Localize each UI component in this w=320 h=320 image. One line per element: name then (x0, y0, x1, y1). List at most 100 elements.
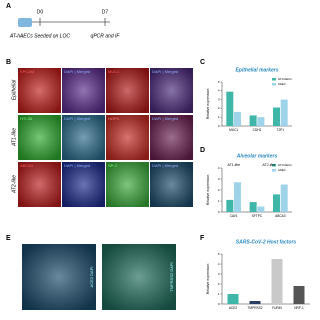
micrograph-shade (62, 162, 105, 207)
bar (226, 199, 234, 212)
y-tick-label: 2 (218, 282, 220, 286)
y-tick-label: 5 (218, 80, 220, 84)
bar (272, 107, 280, 126)
bar (249, 115, 257, 126)
stain-label: DAPI | Merged (152, 69, 178, 74)
x-tick-label: SFTPC (252, 214, 263, 218)
x-tick-label: ABCA3 (275, 214, 286, 218)
panel-letter: D (200, 147, 205, 154)
legend-label: AT-hAECs (278, 77, 292, 81)
micrograph-shade (102, 244, 176, 310)
bar (272, 194, 280, 212)
group-label: AT1-like (226, 163, 240, 167)
seed-text: AT-hAECs Seeded on LOC (9, 33, 70, 39)
readout-text: qPCR and IF (91, 33, 121, 39)
micrograph-shade (62, 68, 105, 113)
micrograph-shade (18, 68, 61, 113)
bar (257, 117, 265, 126)
row-label: AT1-like (11, 128, 17, 147)
micrograph-shade (106, 68, 149, 113)
bar (227, 294, 239, 304)
panel-letter: F (200, 235, 205, 242)
bar (280, 184, 288, 212)
row-label: AT2-like (11, 175, 17, 194)
x-tick-label: TMPRSS2 (247, 306, 262, 310)
bar (234, 182, 242, 212)
stain-label: MUC1 (108, 69, 120, 74)
legend-swatch (272, 78, 276, 81)
y-tick-label: 0 (218, 124, 220, 128)
bar (271, 259, 283, 304)
stain-label: HOPX (108, 116, 120, 121)
legend-swatch (272, 83, 276, 86)
chart-title: Alveolar markers (236, 153, 278, 159)
y-axis-label: Relative expression (206, 175, 210, 206)
panel-letter: B (6, 59, 11, 66)
y-tick-label: 3 (218, 97, 220, 101)
y-tick-label: 3 (218, 272, 220, 276)
bar (293, 286, 305, 304)
y-tick-label: 3 (218, 177, 220, 181)
stain-label: DAPI | Merged (64, 163, 90, 168)
bar (226, 91, 234, 126)
micrograph-shade (22, 244, 96, 310)
y-axis-label: Relative expression (206, 89, 210, 120)
y-tick-label: 0 (218, 302, 220, 306)
bar (249, 301, 261, 304)
stain-label: ABCA3 (20, 163, 34, 168)
y-axis-label: Relative expression (206, 264, 210, 295)
legend-label: hAEC (278, 168, 287, 172)
panel-letter: A (6, 3, 11, 10)
x-tick-label: NRP-1 (294, 306, 304, 310)
micrograph-shade (150, 115, 193, 160)
group-label: AT2-like (261, 163, 275, 167)
legend-label: hAEC (278, 82, 287, 86)
bar (249, 202, 257, 212)
y-tick-label: 2 (218, 188, 220, 192)
x-tick-label: MUC1 (229, 128, 238, 132)
stain-label: TMPRSS2 DAPI (169, 262, 174, 291)
panel-letter: E (6, 235, 11, 242)
legend-swatch (272, 169, 276, 172)
x-tick-label: CDH1 (253, 128, 262, 132)
y-tick-label: 4 (218, 89, 220, 93)
micrograph-shade (18, 162, 61, 207)
stain-label: SP-C (108, 163, 118, 168)
stain-label: DAPI | Merged (152, 116, 178, 121)
y-tick-label: 0 (218, 210, 220, 214)
micrograph-shade (62, 115, 105, 160)
chart-title: SARS-CoV-2 Host factors (236, 239, 297, 245)
stain-label: ACE2 DAPI (89, 267, 94, 288)
stain-label: EPCAM (20, 69, 34, 74)
row-label: Epithelial (11, 79, 17, 100)
chart-title: Epithelial markers (235, 67, 278, 73)
y-tick-label: 2 (218, 106, 220, 110)
stain-label: HTI-56 (20, 116, 33, 121)
micrograph-shade (150, 162, 193, 207)
micrograph-shade (106, 115, 149, 160)
day-label: D0 (37, 9, 44, 15)
stain-label: DAPI | Merged (64, 69, 90, 74)
bar (234, 111, 242, 126)
x-tick-label: CAV1 (230, 214, 238, 218)
bar (257, 206, 265, 212)
y-tick-label: 1 (218, 292, 220, 296)
y-tick-label: 4 (218, 262, 220, 266)
legend-swatch (272, 164, 276, 167)
legend-label: AT-hAECs (278, 163, 292, 167)
y-tick-label: 4 (218, 166, 220, 170)
micrograph-shade (106, 162, 149, 207)
stain-label: DAPI | Merged (152, 163, 178, 168)
y-tick-label: 1 (218, 199, 220, 203)
x-tick-label: ACE2 (229, 306, 238, 310)
x-tick-label: TJP1 (277, 128, 285, 132)
bar (280, 99, 288, 126)
panel-letter: C (200, 59, 205, 66)
x-tick-label: FURIN (272, 306, 282, 310)
stain-label: DAPI | Merged (64, 116, 90, 121)
micrograph-shade (18, 115, 61, 160)
day-label: D7 (102, 9, 109, 15)
y-tick-label: 1 (218, 115, 220, 119)
y-tick-label: 5 (218, 252, 220, 256)
